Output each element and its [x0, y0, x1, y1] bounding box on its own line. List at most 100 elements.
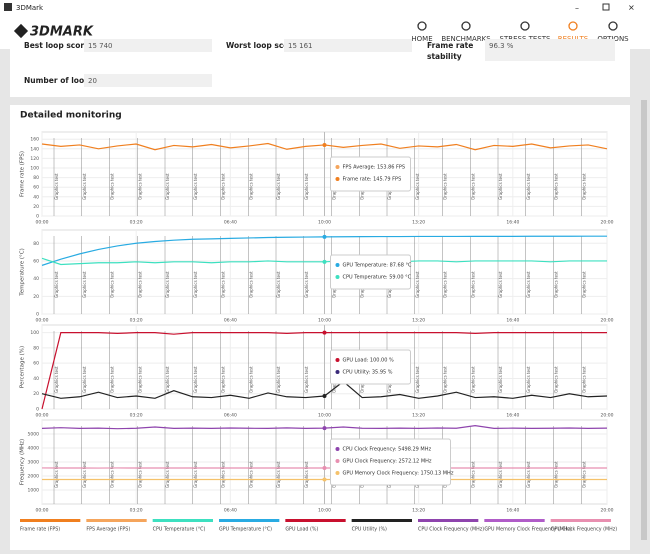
tooltip-text: CPU Temperature: 59.00 °C [343, 275, 412, 281]
title-bar [0, 0, 650, 15]
loop-marker-label: Graphics test [581, 271, 586, 298]
hover-dot [323, 143, 327, 147]
y-axis-label: Temperature (°C) [20, 248, 26, 296]
x-tick-label: 13:20 [412, 318, 425, 324]
y-axis-label: Frame rate (FPS) [20, 151, 26, 197]
legend-label[interactable]: FPS Average (FPS) [86, 527, 130, 533]
loop-marker-label: Graphics test [110, 366, 115, 393]
logo: 3DMARK [30, 25, 94, 40]
loop-marker-label: Graphics test [443, 271, 448, 298]
loop-marker-label: Graphics test [554, 173, 559, 200]
legend-swatch [352, 519, 412, 522]
y-tick-label: 0 [36, 407, 39, 413]
legend-swatch [86, 519, 146, 522]
x-tick-label: 16:40 [506, 220, 519, 226]
legend-swatch [418, 519, 478, 522]
x-tick-label: 10:00 [318, 220, 331, 226]
x-tick-label: 10:00 [318, 413, 331, 419]
tooltip-swatch [336, 459, 340, 463]
x-tick-label: 20:00 [601, 508, 614, 514]
hover-dot [323, 426, 327, 430]
x-tick-label: 00:00 [36, 413, 49, 419]
loop-marker-label: Graphics test [443, 366, 448, 393]
loop-marker-label: Graphics test [82, 173, 87, 200]
x-tick-label: 06:40 [224, 220, 237, 226]
y-tick-label: 40 [33, 376, 39, 382]
tooltip-swatch [336, 165, 340, 169]
loop-marker-label: Graphics test [248, 461, 253, 488]
loop-marker-label: Graphics test [415, 366, 420, 393]
loop-marker-label: Graphics test [304, 173, 309, 200]
loop-marker-label: Graphics test [526, 461, 531, 488]
y-tick-label: 80 [33, 345, 39, 351]
legend-swatch [285, 519, 345, 522]
loop-marker-label: Graphics test [276, 173, 281, 200]
legend-label[interactable]: CPU Temperature (°C) [153, 527, 206, 533]
loop-marker-label: Graphics test [193, 271, 198, 298]
x-tick-label: 00:00 [36, 220, 49, 226]
hover-dot [323, 260, 327, 264]
x-tick-label: 03:20 [130, 220, 143, 226]
loop-marker-label: Graphics test [221, 366, 226, 393]
tooltip-swatch [336, 471, 340, 475]
scrollbar[interactable] [641, 100, 647, 540]
y-tick-label: 120 [30, 156, 39, 162]
y-tick-label: 20 [33, 294, 39, 300]
legend-label[interactable]: CPU Utility (%) [352, 527, 387, 533]
y-tick-label: 80 [33, 241, 39, 247]
y-axis-label: Percentage (%) [20, 346, 26, 388]
stat-value: 20 [88, 77, 97, 85]
loop-marker-label: Graphics test [137, 173, 142, 200]
hover-dot [323, 235, 327, 239]
y-tick-label: 100 [30, 166, 39, 172]
x-tick-label: 00:00 [36, 318, 49, 324]
tooltip-text: GPU Load: 100.00 % [343, 358, 394, 364]
loop-marker-label: Graphics test [193, 173, 198, 200]
loop-marker-label: Graphics test [304, 366, 309, 393]
legend-label[interactable]: GPU Load (%) [285, 527, 318, 533]
tooltip-text: GPU Memory Clock Frequency: 1750.13 MHz [343, 471, 454, 477]
legend-label[interactable]: Frame rate (FPS) [20, 527, 60, 533]
tooltip [331, 255, 411, 289]
loop-marker-label: Graphics test [276, 461, 281, 488]
tooltip-text: Frame rate: 145.79 FPS [343, 177, 402, 183]
loop-marker-label: Graphics test [554, 271, 559, 298]
close[interactable]: ✕ [628, 4, 635, 13]
loop-marker-label: Graphics test [193, 461, 198, 488]
y-tick-label: 100 [30, 330, 39, 336]
tooltip [331, 350, 411, 384]
y-tick-label: 5000 [28, 432, 40, 438]
loop-marker-label: Graphics test [276, 366, 281, 393]
stat-value: 15 740 [88, 42, 113, 50]
minimize[interactable]: – [575, 4, 579, 13]
x-tick-label: 16:40 [506, 413, 519, 419]
y-tick-label: 60 [33, 258, 39, 264]
section-title: Detailed monitoring [20, 111, 122, 121]
legend-swatch [551, 519, 611, 522]
window-title: 3DMark [16, 4, 44, 12]
loop-marker-label: Graphics test [581, 461, 586, 488]
app-icon [4, 3, 12, 11]
legend-label[interactable]: GPU Clock Frequency (MHz) [551, 527, 618, 533]
legend-label[interactable]: GPU Temperature (°C) [219, 527, 272, 533]
x-tick-label: 10:00 [318, 318, 331, 324]
loop-marker-label: Graphics test [248, 366, 253, 393]
x-tick-label: 13:20 [412, 413, 425, 419]
tooltip-text: GPU Clock Frequency: 2572.12 MHz [343, 459, 432, 465]
stat-label: Best loop score [24, 41, 89, 50]
loop-marker-label: Graphics test [165, 461, 170, 488]
loop-marker-label: Graphics test [526, 366, 531, 393]
loop-marker-label: Graphics test [470, 173, 475, 200]
loop-marker-label: Graphics test [110, 271, 115, 298]
legend-swatch [153, 519, 213, 522]
loop-marker-label: Graphics test [110, 461, 115, 488]
loop-marker-label: Graphics test [137, 271, 142, 298]
y-tick-label: 20 [33, 204, 39, 210]
legend-label[interactable]: CPU Clock Frequency (MHz) [418, 527, 484, 533]
loop-marker-label: Graphics test [498, 461, 503, 488]
loop-marker-label: Graphics test [248, 271, 253, 298]
y-axis-label: Frequency (MHz) [20, 439, 26, 485]
loop-marker-label: Graphics test [248, 173, 253, 200]
stat-label: Number of loops [24, 76, 94, 85]
loop-marker-label: Graphics test [221, 173, 226, 200]
